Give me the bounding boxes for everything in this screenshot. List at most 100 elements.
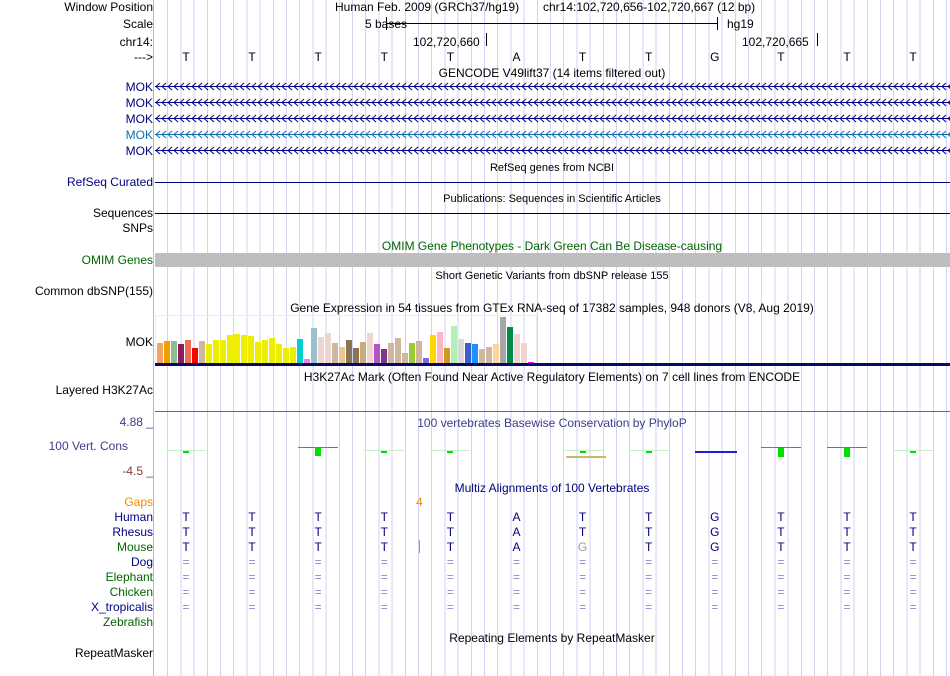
phylop-score-bar[interactable] <box>777 447 784 457</box>
gtex-tissue-bar[interactable] <box>521 343 527 364</box>
phylop-score-bar[interactable] <box>447 451 454 453</box>
gencode-gene-label[interactable]: MOK <box>125 112 153 126</box>
sequences-track-line[interactable] <box>155 213 950 214</box>
gtex-tissue-bar[interactable] <box>388 343 394 364</box>
gtex-tissue-bar[interactable] <box>283 348 289 364</box>
species-label[interactable]: Mouse <box>116 540 153 554</box>
phylop-score-bar[interactable] <box>315 447 322 457</box>
gtex-tissue-bar[interactable] <box>507 327 513 364</box>
gtex-tissue-bar[interactable] <box>318 337 324 364</box>
sequences-label[interactable]: Sequences <box>92 206 153 220</box>
gtex-tissue-bar[interactable] <box>276 344 282 364</box>
gtex-tissue-bar[interactable] <box>248 336 254 364</box>
species-label[interactable]: X_tropicalis <box>90 600 153 614</box>
gtex-title[interactable]: Gene Expression in 54 tissues from GTEx … <box>290 301 814 315</box>
omim-label[interactable]: OMIM Genes <box>81 253 153 267</box>
gencode-gene-track[interactable] <box>155 98 950 107</box>
species-label[interactable]: Chicken <box>109 585 153 599</box>
phylop-score-bar[interactable] <box>645 450 652 454</box>
gtex-tissue-bar[interactable] <box>346 340 352 364</box>
gtex-tissue-bar[interactable] <box>360 342 366 364</box>
gtex-tissue-bar[interactable] <box>304 359 310 364</box>
gtex-tissue-bar[interactable] <box>171 341 177 364</box>
gtex-tissue-bar[interactable] <box>269 338 275 364</box>
phylop-score-bar[interactable] <box>844 447 850 457</box>
gtex-tissue-bar[interactable] <box>437 332 443 364</box>
omim-gene-bar[interactable] <box>155 253 950 267</box>
gtex-tissue-bar[interactable] <box>339 347 345 364</box>
refseq-track-line[interactable] <box>155 182 950 183</box>
gtex-tissue-bar[interactable] <box>374 344 380 364</box>
gencode-gene-label[interactable]: MOK <box>125 80 153 94</box>
gtex-tissue-bar[interactable] <box>199 341 205 364</box>
gencode-gene-track[interactable] <box>155 130 950 139</box>
gtex-tissue-bar[interactable] <box>409 343 415 364</box>
gtex-tissue-bar[interactable] <box>493 344 499 364</box>
gtex-tissue-bar[interactable] <box>297 339 303 364</box>
gencode-gene-track[interactable] <box>155 114 950 123</box>
gtex-tissue-bar[interactable] <box>157 343 163 364</box>
gencode-gene-label[interactable]: MOK <box>125 96 153 110</box>
repeatmasker-title[interactable]: Repeating Elements by RepeatMasker <box>449 631 655 645</box>
gtex-tissue-bar[interactable] <box>381 349 387 364</box>
gtex-tissue-bar[interactable] <box>514 334 520 364</box>
gtex-bar-chart[interactable] <box>155 315 537 364</box>
phylop-label[interactable]: 100 Vert. Cons <box>48 439 128 453</box>
gtex-tissue-bar[interactable] <box>311 328 317 364</box>
gencode-gene-label[interactable]: MOK <box>125 128 153 142</box>
gtex-tissue-bar[interactable] <box>395 338 401 364</box>
gtex-tissue-bar[interactable] <box>213 340 219 364</box>
gtex-tissue-bar[interactable] <box>227 335 233 364</box>
dbsnp-title[interactable]: Short Genetic Variants from dbSNP releas… <box>435 270 669 282</box>
gtex-tissue-bar[interactable] <box>255 342 261 364</box>
gtex-tissue-bar[interactable] <box>458 339 464 364</box>
phylop-score-bar[interactable] <box>566 456 606 458</box>
species-label[interactable]: Zebrafish <box>102 615 153 629</box>
gtex-tissue-bar[interactable] <box>290 347 296 364</box>
gtex-tissue-bar[interactable] <box>486 347 492 364</box>
gtex-tissue-bar[interactable] <box>353 348 359 364</box>
phylop-score-bar[interactable] <box>910 450 917 454</box>
phylop-score-bar[interactable] <box>381 451 388 453</box>
gtex-tissue-bar[interactable] <box>262 340 268 364</box>
phylop-score-bar[interactable] <box>579 451 586 453</box>
snps-label[interactable]: SNPs <box>122 221 153 235</box>
species-label[interactable]: Elephant <box>105 570 153 584</box>
refseq-title[interactable]: RefSeq genes from NCBI <box>489 162 615 174</box>
gtex-tissue-bar[interactable] <box>402 353 408 364</box>
phylop-score-bar[interactable] <box>694 451 737 453</box>
gtex-tissue-bar[interactable] <box>185 340 191 364</box>
gtex-tissue-bar[interactable] <box>220 340 226 364</box>
gencode-gene-track[interactable] <box>155 82 950 91</box>
gtex-tissue-bar[interactable] <box>472 344 478 364</box>
gencode-gene-track[interactable] <box>155 146 950 155</box>
dbsnp-label[interactable]: Common dbSNP(155) <box>34 284 153 298</box>
gencode-gene-label[interactable]: MOK <box>125 144 153 158</box>
omim-title[interactable]: OMIM Gene Phenotypes - Dark Green Can Be… <box>381 239 723 253</box>
gtex-label[interactable]: MOK <box>125 335 153 349</box>
gtex-tissue-bar[interactable] <box>500 317 506 364</box>
refseq-label[interactable]: RefSeq Curated <box>66 175 153 189</box>
species-label[interactable]: Rhesus <box>112 525 153 539</box>
h3k27ac-label[interactable]: Layered H3K27Ac <box>55 383 153 397</box>
publications-title[interactable]: Publications: Sequences in Scientific Ar… <box>443 193 661 205</box>
gtex-tissue-bar[interactable] <box>164 341 170 364</box>
phylop-title[interactable]: 100 vertebrates Basewise Conservation by… <box>417 416 687 430</box>
gtex-tissue-bar[interactable] <box>332 343 338 364</box>
species-label[interactable]: Dog <box>130 555 153 569</box>
h3k27ac-title[interactable]: H3K27Ac Mark (Often Found Near Active Re… <box>303 370 801 384</box>
gtex-tissue-bar[interactable] <box>234 334 240 364</box>
gtex-tissue-bar[interactable] <box>192 348 198 364</box>
gtex-tissue-bar[interactable] <box>444 348 450 364</box>
gtex-tissue-bar[interactable] <box>423 358 429 364</box>
gtex-tissue-bar[interactable] <box>325 333 331 364</box>
phylop-score-bar[interactable] <box>183 451 189 453</box>
species-label[interactable]: Human <box>114 510 153 524</box>
gtex-tissue-bar[interactable] <box>479 349 485 364</box>
gtex-tissue-bar[interactable] <box>178 344 184 364</box>
gencode-title[interactable]: GENCODE V49lift37 (14 items filtered out… <box>438 66 666 80</box>
repeatmasker-label[interactable]: RepeatMasker <box>74 646 153 660</box>
gtex-tissue-bar[interactable] <box>206 344 212 364</box>
gtex-tissue-bar[interactable] <box>451 326 457 364</box>
